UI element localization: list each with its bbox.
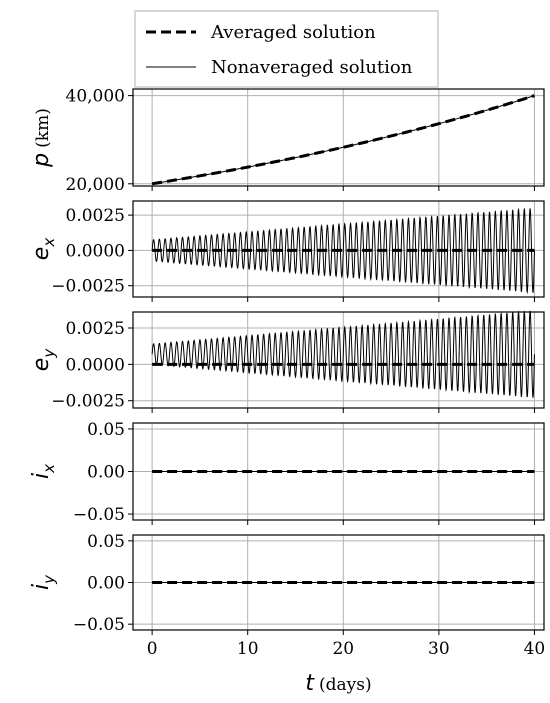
x-tick-label: 0 [147, 639, 158, 659]
y-axis-label: iy [29, 574, 58, 590]
y-axis-label: p (km) [29, 108, 54, 168]
y-axis-label: ex [29, 238, 58, 261]
y-tick-label: 20,000 [66, 175, 125, 195]
y-axis-symbol: i [29, 584, 54, 590]
x-tick-label: 20 [332, 639, 354, 659]
y-tick-label: −0.0025 [51, 277, 125, 297]
panel-3: −0.0025 0.0000 0.0025 ey [29, 310, 545, 413]
legend: Averaged solution Nonaveraged solution [134, 10, 439, 88]
y-axis-subscript: y [40, 348, 58, 359]
y-tick-label: 40,000 [66, 87, 125, 107]
x-tick-label: 10 [237, 639, 259, 659]
y-axis-label: ey [29, 348, 58, 372]
y-tick-label: −0.05 [73, 505, 125, 525]
y-tick-label: 0.0025 [66, 319, 125, 339]
legend-box [134, 10, 439, 88]
y-axis-label: ix [29, 464, 58, 479]
y-tick-label: 0.05 [87, 532, 125, 552]
x-axis: 0 10 20 30 40 t (days) [147, 639, 546, 696]
legend-nonaveraged-label: Nonaveraged solution [211, 57, 413, 78]
y-axis-unit: (km) [33, 108, 53, 148]
y-axis-symbol: i [29, 473, 54, 479]
y-tick-label: 0.0025 [66, 206, 125, 226]
y-axis-subscript: x [40, 238, 58, 248]
legend-averaged-label: Averaged solution [210, 22, 376, 43]
panel-2: −0.0025 0.0000 0.0025 ex [29, 200, 545, 302]
panel-frame [132, 311, 545, 409]
y-tick-label: 0.00 [87, 574, 125, 594]
y-axis-subscript: y [40, 574, 58, 585]
x-axis-label: t (days) [305, 671, 371, 696]
y-axis-symbol: e [29, 358, 54, 372]
panel-4: −0.05 0.00 0.05 ix [29, 420, 545, 525]
panel-frame [132, 422, 545, 521]
panel-frame [132, 200, 545, 298]
x-axis-unit: (days) [319, 675, 372, 695]
panels: 20,00040,000p(km)−0.00250.00000.0025ex−0… [29, 87, 545, 635]
y-tick-label: 0.00 [87, 463, 125, 483]
series-nonaveraged [151, 310, 535, 398]
x-axis-symbol: t [305, 671, 315, 696]
y-tick-label: −0.0025 [51, 392, 125, 412]
series-averaged [151, 94, 535, 186]
panel-frame [132, 534, 545, 631]
x-tick-label: 30 [428, 639, 450, 659]
y-axis-symbol: p [29, 153, 54, 168]
y-tick-label: 0.0000 [66, 241, 125, 261]
y-tick-label: 0.0000 [66, 355, 125, 375]
y-axis-symbol: e [29, 247, 54, 261]
panel-frame [132, 88, 545, 187]
panel-5: −0.05 0.00 0.05 iy [29, 532, 545, 635]
y-axis-subscript: x [40, 464, 58, 474]
x-tick-label: 40 [524, 639, 546, 659]
panel-1: 20,000 40,000 p (km) [29, 87, 545, 195]
y-tick-label: −0.05 [73, 615, 125, 635]
y-tick-label: 0.05 [87, 420, 125, 440]
